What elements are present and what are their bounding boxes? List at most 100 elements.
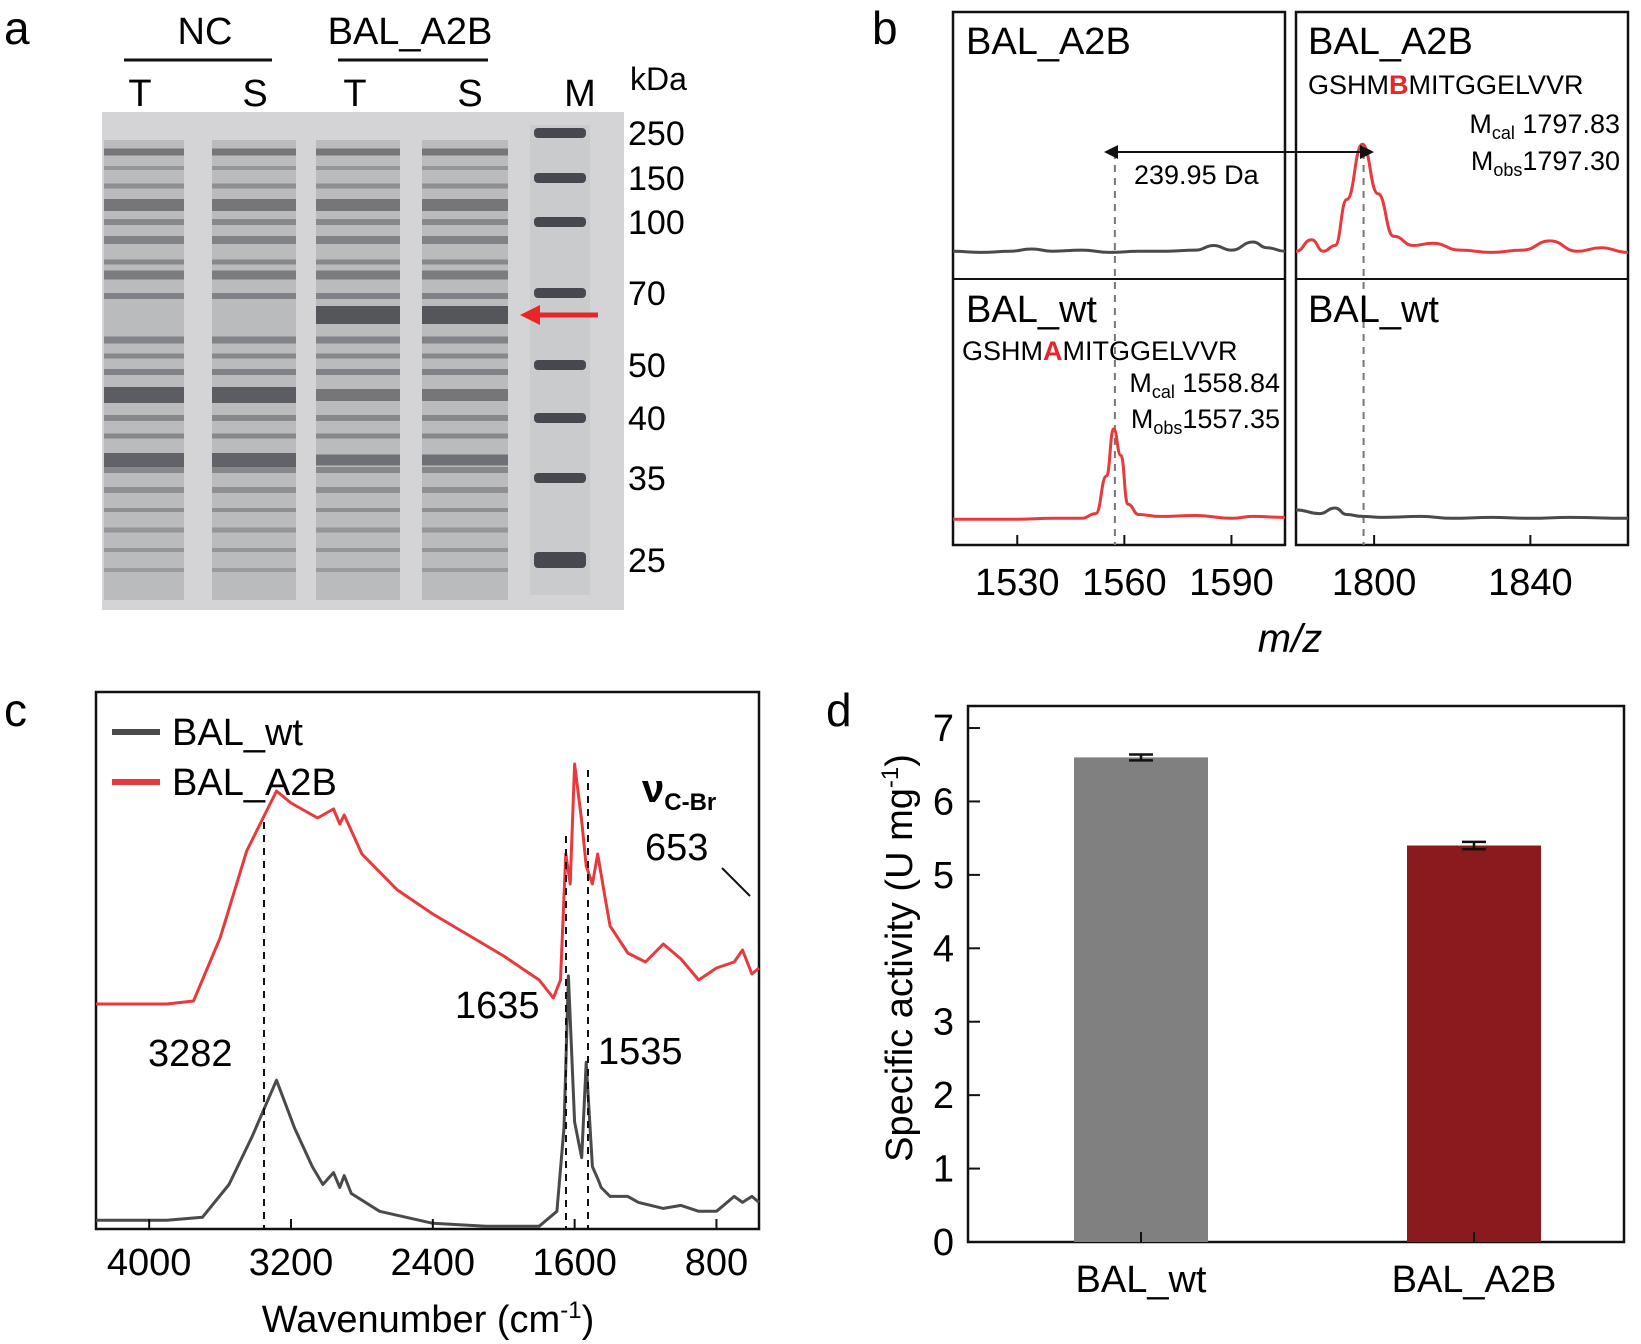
mass-obs-a2b: Mobs1797.30 [1471, 146, 1620, 180]
gel-band [316, 148, 400, 156]
gel-band [316, 270, 400, 280]
panel-b: b 1530 1560 1590 1800 1840 BAL_A2B BAL_A2B B… [872, 2, 1630, 661]
gel-band [104, 336, 184, 344]
gel-band [104, 415, 184, 421]
ms-x-axis-label: m/z [1258, 617, 1322, 661]
gel-bands [104, 125, 590, 600]
gel-band [422, 199, 508, 211]
gel-band [422, 369, 508, 375]
gel-band [104, 259, 184, 265]
gel-band [422, 548, 508, 552]
gel-band [422, 415, 508, 421]
bar-y-tick-label: 4 [933, 928, 954, 970]
bar-y-tick-label: 2 [933, 1075, 954, 1117]
gel-band [422, 259, 508, 265]
gel-band [212, 467, 296, 473]
peptide-sequence-wt: GSHMAMITGGELVVR [962, 336, 1238, 366]
gel-band [316, 353, 400, 359]
ms-spectrum-bal-wt-left [953, 427, 1286, 521]
peak-label-3282: 3282 [148, 1033, 233, 1075]
marker-kda-label: 50 [628, 347, 666, 385]
gel-band [104, 433, 184, 439]
marker-band [534, 413, 586, 423]
lane-label-s1: S [242, 73, 267, 115]
ir-legend: BAL_wt BAL_A2B [112, 712, 337, 804]
peak-label-1635: 1635 [455, 985, 540, 1027]
panel-a: a NC BAL_A2B T S T S M kDa 250 150 100 70 50… [4, 2, 687, 610]
ir-spectra [96, 762, 760, 1228]
gel-band [104, 369, 184, 375]
peak-guides [263, 770, 589, 1228]
gel-band [316, 236, 400, 244]
bar-y-tick-label: 0 [933, 1222, 954, 1264]
marker-kda-label: 150 [628, 160, 685, 198]
lane-label-t2: T [343, 73, 366, 115]
gel-band [316, 219, 400, 225]
gel-band [316, 467, 400, 473]
mass-cal-a2b: Mcal 1797.83 [1469, 109, 1620, 143]
gel-band [316, 183, 400, 189]
gel-band [212, 236, 296, 244]
marker-band [534, 217, 586, 227]
panel-b-letter: b [872, 2, 898, 54]
gel-band [316, 415, 400, 421]
ms-tick-label: 1530 [975, 562, 1060, 604]
ir-tick-label: 800 [685, 1242, 748, 1284]
gel-band [316, 306, 400, 324]
gel-band [316, 527, 400, 533]
legend-label: BAL_wt [172, 712, 303, 754]
marker-band [534, 288, 586, 298]
residue-b: B [1389, 70, 1409, 100]
gel-band [212, 148, 296, 156]
ms-title-top-left: BAL_A2B [966, 21, 1131, 63]
ms-spectrum-bal-a2b-right [1295, 142, 1629, 254]
gel-band [104, 183, 184, 189]
bar-y-tick-label: 3 [933, 1002, 954, 1044]
gel-band [422, 433, 508, 439]
peak-label-1535: 1535 [598, 1031, 683, 1073]
ir-x-axis-label: Wavenumber (cm-1) [262, 1297, 594, 1341]
gel-band [212, 166, 296, 170]
gel-lane [104, 140, 184, 600]
gel-band [422, 219, 508, 225]
gel-band [316, 508, 400, 512]
bar-y-tick-label: 1 [933, 1149, 954, 1191]
gel-band [104, 387, 184, 403]
mass-shift-label: 239.95 Da [1134, 160, 1260, 190]
gel-band [104, 353, 184, 359]
marker-kda-label: 100 [628, 204, 685, 242]
gel-band [212, 415, 296, 421]
gel-band [422, 148, 508, 156]
gel-band [212, 487, 296, 493]
ms-x-ticks: 1530 1560 1590 1800 1840 [975, 535, 1573, 604]
gel-band [104, 508, 184, 512]
gel-band [104, 487, 184, 493]
cbr-label: νC-Br [642, 767, 716, 816]
gel-band [316, 487, 400, 493]
ir-tick-label: 3200 [249, 1242, 334, 1284]
gel-band [422, 508, 508, 512]
panel-d: d 0 1 2 3 4 5 6 7 BAL_wt BAL_A2B Specific activit… [826, 684, 1626, 1301]
bar-category-label: BAL_wt [1076, 1259, 1207, 1301]
gel-band [212, 527, 296, 533]
gel-band [422, 306, 508, 324]
ms-title-bottom-left: BAL_wt [966, 289, 1097, 331]
marker-band [534, 173, 586, 183]
ms-tick-label: 1800 [1332, 562, 1417, 604]
ms-frames [951, 10, 1630, 547]
gel-band [104, 199, 184, 211]
marker-kda-label: 40 [628, 400, 666, 438]
gel-lane [316, 140, 400, 600]
marker-band [534, 360, 586, 370]
gel-band [104, 270, 184, 280]
gel-band [104, 293, 184, 299]
legend-label: BAL_A2B [172, 762, 337, 804]
gel-band [212, 433, 296, 439]
ms-tick-label: 1840 [1488, 562, 1573, 604]
gel-band [212, 219, 296, 225]
gel-band [316, 433, 400, 439]
marker-kda-label: 250 [628, 115, 685, 153]
ms-tick-label: 1560 [1082, 562, 1167, 604]
cbr-pointer [721, 867, 751, 897]
bar-chart: 0 1 2 3 4 5 6 7 BAL_wt BAL_A2B [933, 704, 1626, 1301]
